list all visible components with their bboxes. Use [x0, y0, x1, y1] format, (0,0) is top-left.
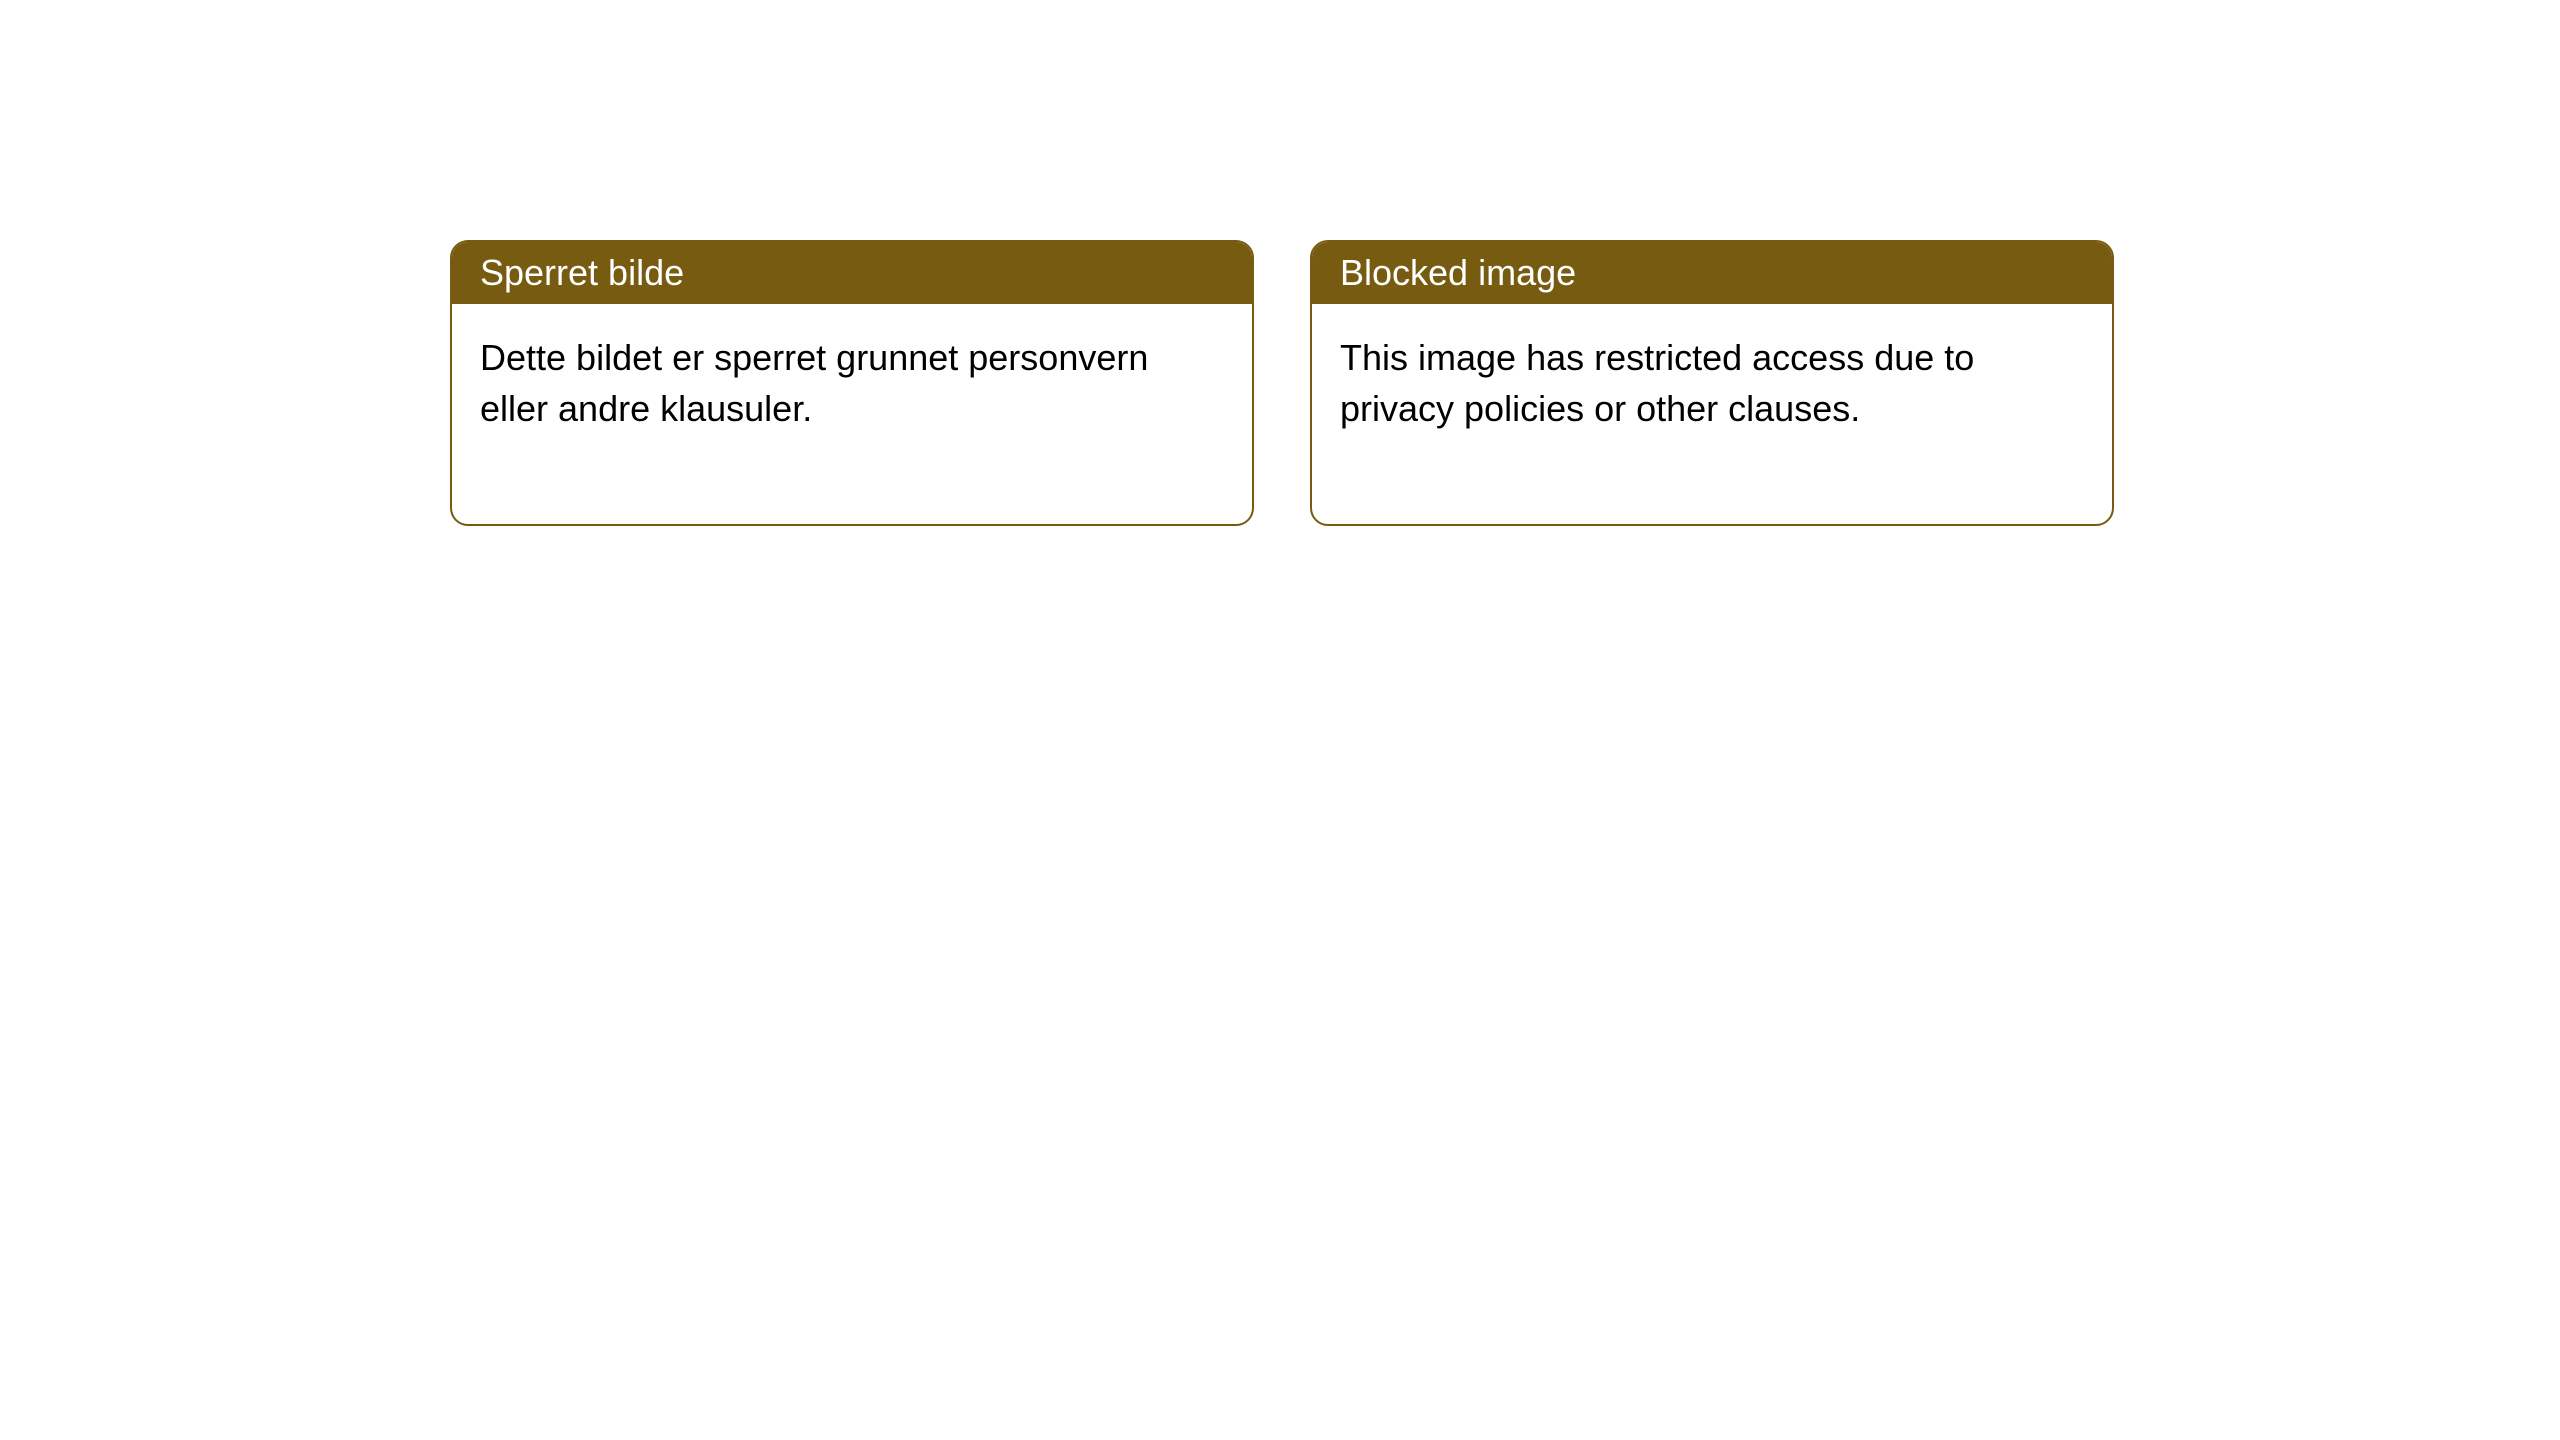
notice-title-en: Blocked image — [1340, 252, 1576, 293]
notice-card-en: Blocked image This image has restricted … — [1310, 240, 2114, 526]
notice-header-en: Blocked image — [1312, 242, 2112, 304]
notice-title-no: Sperret bilde — [480, 252, 684, 293]
notice-body-no: Dette bildet er sperret grunnet personve… — [452, 304, 1252, 524]
notice-header-no: Sperret bilde — [452, 242, 1252, 304]
notice-text-en: This image has restricted access due to … — [1340, 337, 1974, 429]
notice-card-no: Sperret bilde Dette bildet er sperret gr… — [450, 240, 1254, 526]
notice-container: Sperret bilde Dette bildet er sperret gr… — [0, 0, 2560, 526]
notice-body-en: This image has restricted access due to … — [1312, 304, 2112, 524]
notice-text-no: Dette bildet er sperret grunnet personve… — [480, 337, 1148, 429]
